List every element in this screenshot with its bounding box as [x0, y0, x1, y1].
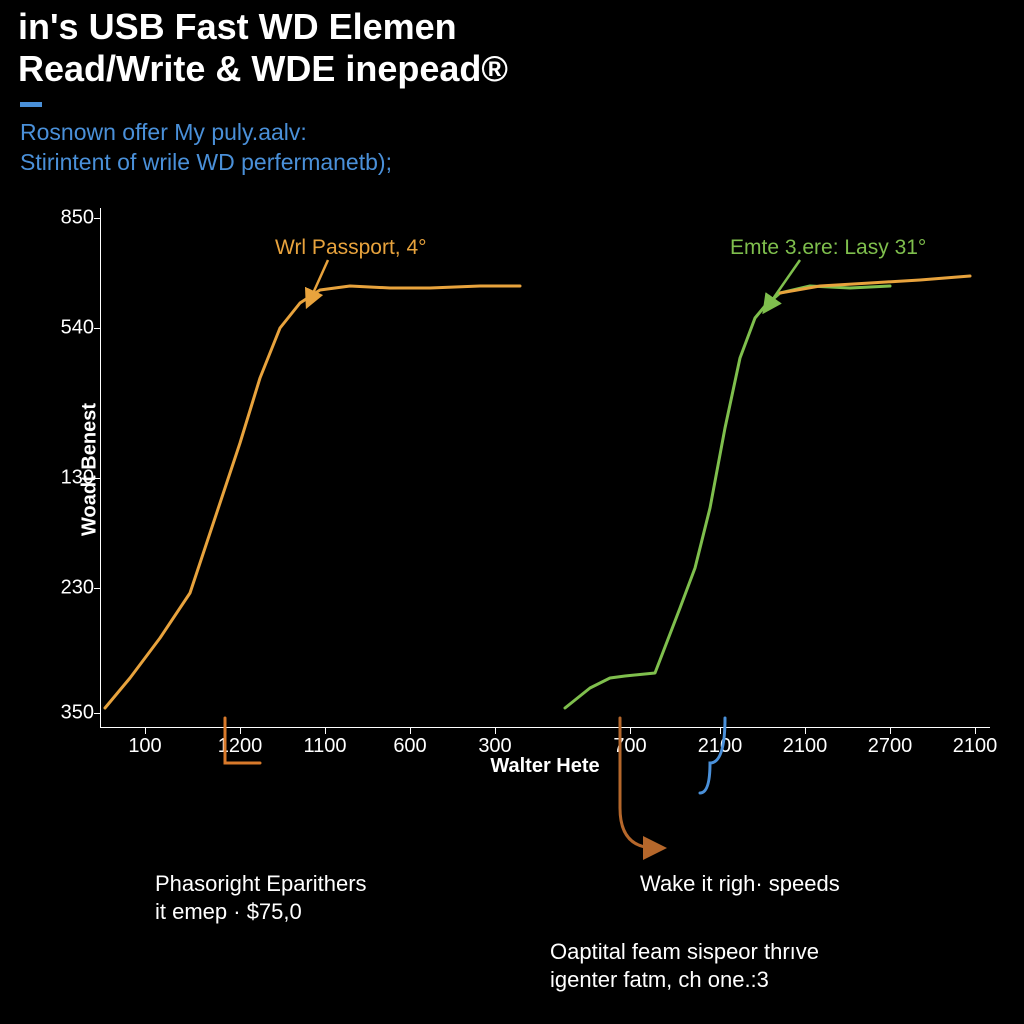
- annotation-oaptital-line2: igenter fatm, ch one.:3: [550, 967, 769, 992]
- annotation-phasoright-line2: it emep · $75,0: [155, 899, 302, 924]
- x-axis-label: Walter Hete: [100, 755, 990, 778]
- x-tick-label: 2100: [953, 735, 998, 758]
- x-tick-mark: [410, 728, 411, 734]
- label-arrow: [310, 260, 328, 300]
- subtitle: Rosnown offer My puly.aalv: Stirintent o…: [20, 118, 392, 178]
- x-tick-label: 600: [393, 735, 426, 758]
- x-tick-label: 1100: [303, 735, 346, 758]
- y-tick-mark: [94, 478, 100, 479]
- x-tick-mark: [720, 728, 721, 734]
- y-tick-label: 850: [44, 207, 94, 230]
- x-tick-mark: [325, 728, 326, 734]
- y-tick-label: 130: [44, 467, 94, 490]
- x-tick-label: 2700: [868, 735, 913, 758]
- label-arrow: [768, 260, 800, 306]
- y-tick-mark: [94, 713, 100, 714]
- page-title: in's USB Fast WD Elemen Read/Write & WDE…: [18, 6, 508, 91]
- y-tick-mark: [94, 588, 100, 589]
- y-tick-label: 230: [44, 577, 94, 600]
- x-tick-label: 300: [478, 735, 511, 758]
- annotation-phasoright: Phasoright Eparithers it emep · $75,0: [155, 870, 367, 925]
- y-tick-label: 350: [44, 702, 94, 725]
- x-tick-mark: [975, 728, 976, 734]
- subtitle-line-1: Rosnown offer My puly.aalv:: [20, 119, 307, 145]
- annotation-oaptital-line1: Oaptital feam sispeor thrıve: [550, 939, 819, 964]
- x-tick-label: 100: [128, 735, 161, 758]
- subtitle-line-2: Stirintent of wrile WD perfermanetb);: [20, 149, 392, 175]
- annotation-wake-line1: Wake it righ· speeds: [640, 871, 840, 896]
- page-root: in's USB Fast WD Elemen Read/Write & WDE…: [0, 0, 1024, 1024]
- x-tick-label: 1200: [218, 735, 263, 758]
- y-tick-mark: [94, 218, 100, 219]
- y-tick-label: 540: [44, 317, 94, 340]
- chart: Woadt Benest Walter Hete Wrl Passport, 4…: [30, 198, 1000, 768]
- plot-area: Woadt Benest Walter Hete Wrl Passport, 4…: [100, 208, 990, 728]
- annotation-oaptital: Oaptital feam sispeor thrıve igenter fat…: [550, 938, 819, 993]
- x-tick-mark: [805, 728, 806, 734]
- x-tick-mark: [240, 728, 241, 734]
- x-tick-label: 700: [613, 735, 646, 758]
- y-tick-mark: [94, 328, 100, 329]
- x-tick-label: 2100: [783, 735, 828, 758]
- title-line-2: Read/Write & WDE inepead®: [18, 48, 508, 89]
- x-tick-mark: [890, 728, 891, 734]
- x-tick-mark: [495, 728, 496, 734]
- x-tick-mark: [630, 728, 631, 734]
- title-accent-bar: [20, 102, 42, 107]
- x-tick-label: 2100: [698, 735, 743, 758]
- label-arrows: [100, 208, 990, 728]
- x-tick-mark: [145, 728, 146, 734]
- title-line-1: in's USB Fast WD Elemen: [18, 6, 457, 47]
- annotation-phasoright-line1: Phasoright Eparithers: [155, 871, 367, 896]
- annotation-wake: Wake it righ· speeds: [640, 870, 840, 898]
